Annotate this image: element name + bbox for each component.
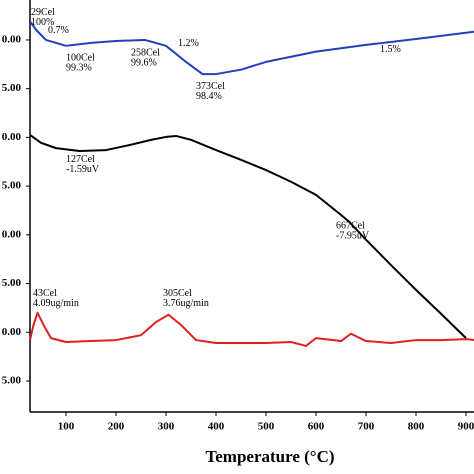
annotation: 1.2%	[178, 38, 199, 49]
annotation: 373Cel	[196, 81, 225, 92]
annotation: 29Cel	[31, 7, 55, 18]
x-tick-label: 500	[258, 421, 275, 433]
x-tick-label: 600	[308, 421, 325, 433]
x-tick-label: 300	[158, 421, 175, 433]
annotation: 100%	[31, 17, 54, 28]
annotation: 305Cel	[163, 288, 192, 299]
x-tick-label: 100	[58, 421, 75, 433]
annotation: 3.76ug/min	[163, 298, 209, 309]
annotation: -1.59uV	[66, 164, 100, 175]
data-line	[29, 134, 467, 339]
y-tick-label: 0.00	[2, 34, 22, 46]
y-tick-label: 5.00	[2, 277, 22, 289]
y-tick-label: 0.00	[2, 228, 22, 240]
annotation: 99.3%	[66, 62, 92, 73]
y-tick-label: 5.00	[2, 180, 22, 192]
annotation: 99.6%	[131, 57, 157, 68]
y-tick-label: 5.00	[2, 375, 22, 387]
x-tick-label: 200	[108, 421, 125, 433]
data-line	[29, 21, 474, 76]
y-tick-label: 0.00	[2, 131, 22, 143]
annotation: -7.95uV	[336, 230, 370, 241]
x-tick-label: 700	[358, 421, 375, 433]
annotation: 4.09ug/min	[33, 298, 79, 309]
annotation: 1.5%	[380, 44, 401, 55]
annotation: 0.7%	[48, 25, 69, 36]
y-tick-label: 5.00	[2, 82, 22, 94]
x-tick-label: 400	[208, 421, 225, 433]
x-axis-label: Temperature (°C)	[205, 447, 334, 466]
annotation: 43Cel	[33, 288, 57, 299]
y-tick-label: 0.00	[2, 326, 22, 338]
annotation: 258Cel	[131, 47, 160, 58]
annotation: 100Cel	[66, 52, 95, 63]
annotation: 667Cel	[336, 220, 365, 231]
x-tick-label: 900	[458, 421, 474, 433]
annotation: 98.4%	[196, 91, 222, 102]
data-line	[29, 311, 474, 347]
annotation: 127Cel	[66, 154, 95, 165]
x-tick-label: 800	[408, 421, 425, 433]
